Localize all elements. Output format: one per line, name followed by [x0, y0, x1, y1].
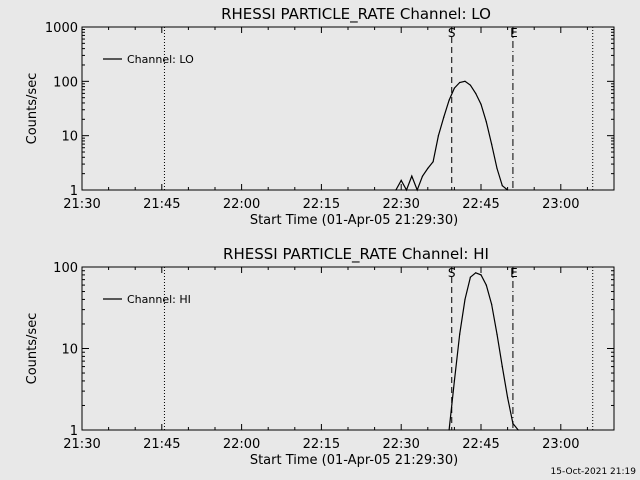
y-tick-label: 10: [61, 130, 78, 145]
data-point: [432, 161, 434, 163]
data-point: [512, 422, 514, 425]
data-point: [507, 397, 509, 399]
data-point: [459, 81, 461, 84]
x-axis-label: Start Time (01-Apr-05 21:29:30): [250, 213, 458, 228]
x-tick-label: 22:15: [303, 437, 340, 452]
plot-frame: [81, 266, 615, 431]
x-tick-label: 22:45: [462, 197, 499, 212]
data-point: [507, 189, 509, 191]
series-line: [395, 80, 508, 192]
x-tick-label: 22:45: [462, 437, 499, 452]
data-point: [475, 92, 477, 94]
marker-label-s: S: [448, 26, 456, 40]
y-tick-label: 1: [70, 424, 78, 439]
legend-label: Channel: LO: [127, 53, 194, 66]
data-point: [453, 87, 455, 89]
data-point: [491, 303, 493, 305]
data-point: [453, 380, 455, 382]
marker-label-e: E: [510, 26, 518, 40]
x-tick-label: 22:30: [382, 197, 419, 212]
x-axis-label: Start Time (01-Apr-05 21:29:30): [250, 453, 458, 468]
data-point: [400, 179, 402, 181]
legend-label: Channel: HI: [127, 293, 191, 306]
x-tick-label: 21:30: [63, 437, 100, 452]
data-point: [469, 84, 471, 86]
data-point: [469, 276, 471, 278]
x-tick-label: 22:30: [382, 437, 419, 452]
data-point: [475, 272, 477, 274]
data-point: [464, 298, 466, 300]
data-point: [405, 189, 408, 191]
data-point: [480, 103, 482, 105]
y-tick-label: 100: [53, 75, 78, 90]
data-point: [395, 189, 397, 191]
footer-timestamp: 15-Oct-2021 21:19: [551, 467, 637, 477]
x-tick-label: 22:15: [303, 197, 340, 212]
x-tick-label: 22:00: [223, 197, 260, 212]
data-point: [501, 185, 503, 187]
plot-frame: [81, 26, 615, 191]
data-point: [517, 429, 519, 431]
x-tick-label: 21:30: [63, 197, 100, 212]
y-axis-label: Counts/sec: [25, 73, 40, 145]
data-point: [421, 175, 424, 177]
data-point: [448, 99, 450, 101]
data-point: [416, 189, 418, 191]
data-point: [491, 143, 493, 145]
data-point: [427, 167, 429, 169]
series-line: [448, 272, 519, 431]
data-point: [411, 175, 413, 177]
x-tick-label: 21:45: [143, 437, 180, 452]
data-point: [437, 135, 439, 137]
data-point: [448, 429, 450, 431]
y-tick-label: 1: [70, 184, 78, 199]
x-tick-label: 23:00: [542, 437, 579, 452]
data-point: [459, 333, 461, 335]
marker-label-s: S: [448, 266, 456, 280]
y-axis-label: Counts/sec: [25, 313, 40, 385]
data-point: [496, 333, 498, 335]
x-tick-label: 22:00: [223, 437, 260, 452]
data-point: [443, 116, 445, 118]
data-point: [464, 80, 466, 82]
marker-label-e: E: [510, 266, 518, 280]
hi-channel-panel: RHESSI PARTICLE_RATE Channel: HI 21:30 21:…: [25, 245, 615, 468]
data-point: [485, 121, 487, 123]
x-tick-label: 23:00: [542, 197, 579, 212]
data-point: [485, 284, 487, 286]
chart-title: RHESSI PARTICLE_RATE Channel: LO: [221, 5, 491, 24]
y-tick-label: 1000: [45, 21, 78, 36]
data-point: [496, 167, 498, 169]
x-tick-label: 21:45: [143, 197, 180, 212]
lo-channel-panel: RHESSI PARTICLE_RATE Channel: LO 21:30 21:…: [25, 5, 615, 228]
data-point: [501, 366, 503, 368]
y-tick-label: 10: [61, 343, 78, 358]
y-tick-label: 100: [53, 261, 78, 276]
data-point: [480, 274, 482, 276]
chart-title: RHESSI PARTICLE_RATE Channel: HI: [223, 245, 489, 264]
